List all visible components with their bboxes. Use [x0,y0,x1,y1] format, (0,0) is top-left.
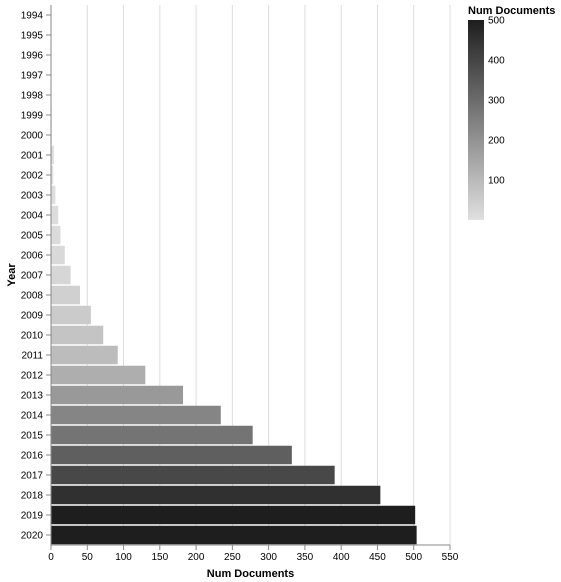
bar [51,485,381,505]
y-tick-label: 2009 [21,311,44,322]
y-tick-label: 2010 [21,331,44,342]
y-tick-label: 1994 [21,11,44,22]
y-tick-label: 2019 [21,511,44,522]
bar [51,525,417,545]
y-tick-label: 2003 [21,191,44,202]
y-tick-label: 2017 [21,471,44,482]
y-tick-label: 2004 [21,211,44,222]
y-tick-label: 1998 [21,91,44,102]
bar [51,265,71,285]
x-tick-label: 350 [297,552,314,563]
y-tick-label: 1995 [21,31,44,42]
bar [51,405,221,425]
y-tick-label: 2014 [21,411,44,422]
legend-tick-label: 500 [488,16,505,27]
bar [51,345,118,365]
y-tick-label: 2016 [21,451,44,462]
legend-title: Num Documents [468,5,555,17]
x-tick-label: 250 [224,552,241,563]
x-tick-label: 0 [48,552,54,563]
y-tick-label: 2020 [21,531,44,542]
x-tick-label: 200 [188,552,205,563]
bar [51,305,91,325]
x-tick-label: 400 [333,552,350,563]
bar [51,245,65,265]
y-tick-label: 2013 [21,391,44,402]
x-tick-label: 300 [260,552,277,563]
color-legend: Num Documents 100 200 300 400 500 [468,5,555,220]
legend-tick-label: 400 [488,56,505,67]
bar [51,205,59,225]
bar [51,425,253,445]
legend-gradient [468,20,484,220]
y-tick-label: 1997 [21,71,44,82]
y-tick-label: 2015 [21,431,44,442]
y-tick-label: 2000 [21,131,44,142]
bar [51,185,56,205]
x-tick-label: 550 [442,552,459,563]
legend-tick-label: 300 [488,96,505,107]
bar [51,505,416,525]
y-axis-title: Year [6,263,18,287]
legend-tick-label: 200 [488,136,505,147]
bar [51,385,184,405]
y-tick-label: 2002 [21,171,44,182]
x-tick-label: 100 [115,552,132,563]
x-tick-label: 450 [369,552,386,563]
x-axis-title: Num Documents [207,568,294,580]
y-tick-label: 1999 [21,111,44,122]
x-axis: 0 50 100 150 200 250 300 350 400 450 500 550 [48,544,459,563]
legend-tick-label: 100 [488,176,505,187]
bar [51,145,54,165]
x-tick-label: 50 [82,552,94,563]
y-tick-label: 1996 [21,51,44,62]
y-tick-label: 2007 [21,271,44,282]
grid-lines [50,5,451,545]
bar [51,465,335,485]
y-tick-label: 2006 [21,251,44,262]
bar [51,325,104,345]
x-tick-label: 500 [405,552,422,563]
bar [51,445,292,465]
y-tick-label: 2001 [21,151,44,162]
bar [51,285,81,305]
y-tick-label: 2018 [21,491,44,502]
x-tick-label: 150 [151,552,168,563]
bar [51,225,61,245]
y-tick-label: 2005 [21,231,44,242]
y-axis: 1994 1995 1996 1997 1998 1999 2000 2001 2002 2003… [21,5,52,545]
bar [51,365,146,385]
y-tick-label: 2012 [21,371,44,382]
y-tick-label: 2011 [21,351,43,362]
y-tick-label: 2008 [21,291,44,302]
bar [51,165,54,185]
bars [51,105,417,545]
